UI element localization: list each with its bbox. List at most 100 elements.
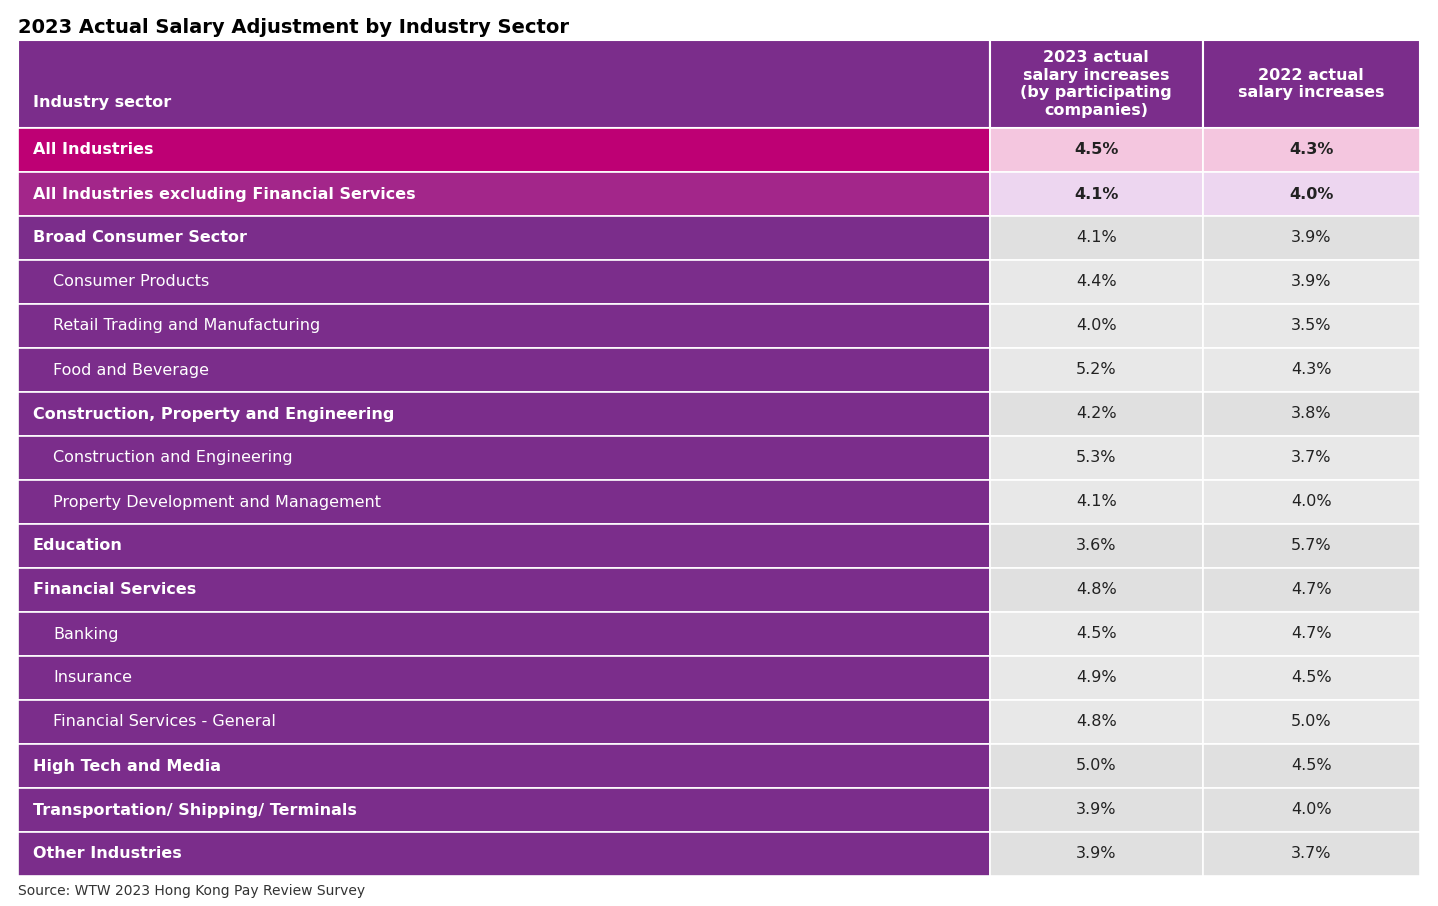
Bar [1202, 40, 1419, 128]
Text: 5.0%: 5.0% [1076, 758, 1116, 774]
Bar [19, 172, 989, 216]
Bar [989, 260, 1202, 304]
Bar [1202, 348, 1419, 392]
Text: Financial Services: Financial Services [33, 583, 196, 597]
Bar [1202, 568, 1419, 612]
Bar [989, 128, 1202, 172]
Bar [989, 480, 1202, 524]
Text: 5.3%: 5.3% [1076, 450, 1116, 466]
Text: 2022 actual
salary increases: 2022 actual salary increases [1238, 68, 1385, 101]
Bar [989, 216, 1202, 260]
Text: 2023 actual
salary increases
(by participating
companies): 2023 actual salary increases (by partici… [1021, 51, 1172, 118]
Text: 4.4%: 4.4% [1076, 275, 1116, 290]
Text: 5.7%: 5.7% [1291, 538, 1332, 554]
Bar [989, 832, 1202, 876]
Text: 4.7%: 4.7% [1291, 627, 1332, 641]
Bar [1202, 524, 1419, 568]
Bar [1202, 480, 1419, 524]
Bar [1202, 700, 1419, 744]
Bar [989, 304, 1202, 348]
Text: 3.9%: 3.9% [1076, 803, 1116, 817]
Text: 4.5%: 4.5% [1076, 627, 1116, 641]
Bar [19, 832, 989, 876]
Text: 4.2%: 4.2% [1076, 407, 1116, 421]
Bar [1202, 436, 1419, 480]
Bar [1202, 392, 1419, 436]
Text: Financial Services - General: Financial Services - General [53, 715, 276, 729]
Text: 4.9%: 4.9% [1076, 670, 1116, 686]
Text: 3.9%: 3.9% [1076, 846, 1116, 862]
Text: 4.7%: 4.7% [1291, 583, 1332, 597]
Text: 4.1%: 4.1% [1076, 230, 1116, 246]
Text: 4.0%: 4.0% [1288, 187, 1333, 201]
Bar [989, 172, 1202, 216]
Text: 3.7%: 3.7% [1291, 846, 1332, 862]
Bar [1202, 612, 1419, 656]
Bar [19, 568, 989, 612]
Bar [989, 524, 1202, 568]
Bar [1202, 832, 1419, 876]
Text: Construction and Engineering: Construction and Engineering [53, 450, 292, 466]
Text: Property Development and Management: Property Development and Management [53, 495, 381, 509]
Text: 4.3%: 4.3% [1291, 362, 1332, 378]
Bar [989, 568, 1202, 612]
Bar [19, 392, 989, 436]
Text: 5.0%: 5.0% [1291, 715, 1332, 729]
Text: 5.2%: 5.2% [1076, 362, 1116, 378]
Text: Banking: Banking [53, 627, 118, 641]
Bar [989, 348, 1202, 392]
Text: 4.1%: 4.1% [1076, 495, 1116, 509]
Bar [19, 348, 989, 392]
Bar [19, 436, 989, 480]
Bar [1202, 260, 1419, 304]
Text: Industry sector: Industry sector [33, 95, 171, 110]
Bar [989, 744, 1202, 788]
Bar [1202, 788, 1419, 832]
Text: 4.5%: 4.5% [1291, 670, 1332, 686]
Bar [1202, 128, 1419, 172]
Text: 4.3%: 4.3% [1288, 142, 1333, 158]
Text: Insurance: Insurance [53, 670, 132, 686]
Text: 3.9%: 3.9% [1291, 230, 1332, 246]
Text: All Industries: All Industries [33, 142, 154, 158]
Text: 4.5%: 4.5% [1074, 142, 1119, 158]
Bar [989, 436, 1202, 480]
Text: All Industries excluding Financial Services: All Industries excluding Financial Servi… [33, 187, 416, 201]
Bar [1202, 744, 1419, 788]
Bar [19, 656, 989, 700]
Text: 4.0%: 4.0% [1291, 495, 1332, 509]
Text: 4.8%: 4.8% [1076, 583, 1116, 597]
Bar [19, 40, 989, 128]
Bar [989, 788, 1202, 832]
Text: 4.0%: 4.0% [1076, 319, 1116, 333]
Bar [989, 700, 1202, 744]
Text: 4.5%: 4.5% [1291, 758, 1332, 774]
Bar [989, 612, 1202, 656]
Text: Food and Beverage: Food and Beverage [53, 362, 209, 378]
Text: 3.8%: 3.8% [1291, 407, 1332, 421]
Bar [19, 612, 989, 656]
Text: Construction, Property and Engineering: Construction, Property and Engineering [33, 407, 394, 421]
Bar [989, 656, 1202, 700]
Bar [19, 744, 989, 788]
Bar [19, 480, 989, 524]
Bar [19, 524, 989, 568]
Text: Education: Education [33, 538, 122, 554]
Text: Other Industries: Other Industries [33, 846, 181, 862]
Text: 3.6%: 3.6% [1076, 538, 1116, 554]
Bar [19, 304, 989, 348]
Bar [1202, 172, 1419, 216]
Text: Transportation/ Shipping/ Terminals: Transportation/ Shipping/ Terminals [33, 803, 357, 817]
Text: 4.1%: 4.1% [1074, 187, 1119, 201]
Bar [19, 128, 989, 172]
Bar [1202, 216, 1419, 260]
Bar [1202, 304, 1419, 348]
Text: 3.7%: 3.7% [1291, 450, 1332, 466]
Text: High Tech and Media: High Tech and Media [33, 758, 221, 774]
Bar [989, 40, 1202, 128]
Text: 4.8%: 4.8% [1076, 715, 1116, 729]
Text: 2023 Actual Salary Adjustment by Industry Sector: 2023 Actual Salary Adjustment by Industr… [19, 18, 569, 37]
Text: Broad Consumer Sector: Broad Consumer Sector [33, 230, 247, 246]
Text: 3.5%: 3.5% [1291, 319, 1332, 333]
Bar [1202, 656, 1419, 700]
